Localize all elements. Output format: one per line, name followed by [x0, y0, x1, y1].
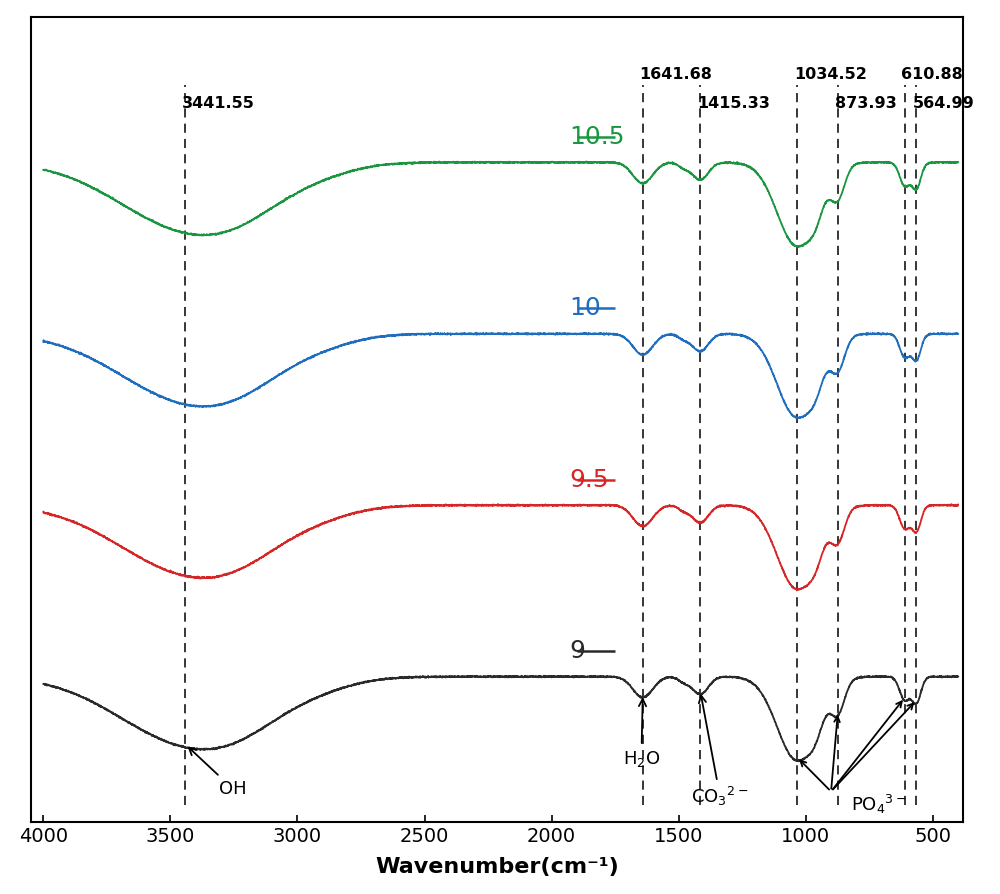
Text: 9: 9	[569, 639, 585, 663]
Text: 10.5: 10.5	[569, 124, 625, 148]
Text: 3441.55: 3441.55	[182, 96, 255, 111]
Text: 9.5: 9.5	[569, 468, 609, 492]
Text: 1641.68: 1641.68	[640, 67, 712, 82]
Text: 1034.52: 1034.52	[794, 67, 867, 82]
Text: 1415.33: 1415.33	[697, 96, 770, 111]
Text: 564.99: 564.99	[913, 96, 975, 111]
Text: 873.93: 873.93	[835, 96, 896, 111]
Text: H$_2$O: H$_2$O	[623, 699, 660, 769]
Text: CO$_3$$^{2-}$: CO$_3$$^{2-}$	[691, 696, 749, 808]
Text: 10: 10	[569, 296, 601, 320]
Text: PO$_4$$^{3-}$: PO$_4$$^{3-}$	[851, 793, 907, 816]
X-axis label: Wavenumber(cm⁻¹): Wavenumber(cm⁻¹)	[375, 857, 619, 877]
Text: OH: OH	[189, 747, 246, 797]
Text: 610.88: 610.88	[901, 67, 963, 82]
